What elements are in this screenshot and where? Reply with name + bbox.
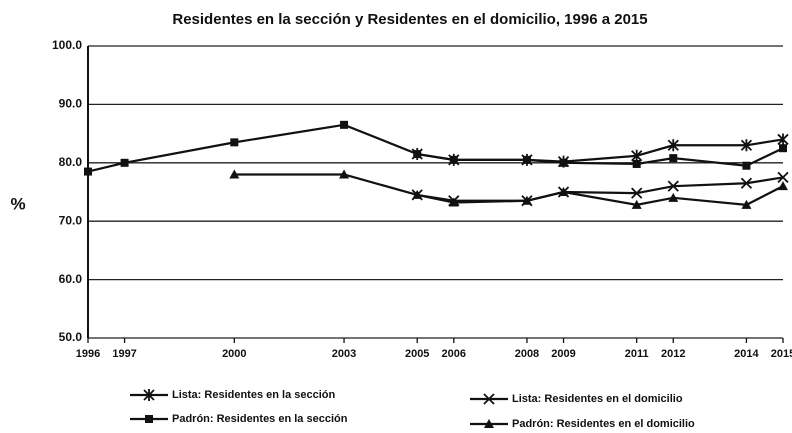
- marker: [84, 167, 92, 176]
- marker: [339, 169, 350, 179]
- legend-item: Lista: Residentes en el domicilio: [470, 393, 683, 405]
- y-tick-label: 60.0: [59, 272, 83, 286]
- x-tick-label: 2015: [771, 348, 792, 360]
- x-tick-label: 1996: [76, 348, 100, 360]
- y-tick-label: 80.0: [59, 155, 83, 169]
- marker: [522, 155, 531, 164]
- x-tick-label: 2003: [332, 348, 356, 360]
- y-tick-label: 100.0: [52, 38, 82, 52]
- x-tick-label: 2014: [734, 348, 759, 360]
- legend-item: Padrón: Residentes en el domicilio: [470, 418, 695, 430]
- y-axis-label: %: [10, 194, 25, 213]
- marker: [669, 154, 678, 163]
- marker: [413, 150, 422, 159]
- x-tick-label: 2000: [222, 348, 246, 360]
- marker: [340, 120, 349, 129]
- marker: [120, 158, 129, 167]
- chart-title: Residentes en la sección y Residentes en…: [172, 11, 647, 28]
- marker: [230, 138, 239, 147]
- series-line: [417, 138, 784, 163]
- x-tick-label: 2006: [442, 348, 466, 360]
- marker: [631, 199, 642, 209]
- x-tick-label: 2011: [625, 348, 649, 360]
- marker: [668, 192, 679, 202]
- marker: [483, 393, 495, 405]
- marker: [412, 189, 423, 199]
- marker: [778, 181, 788, 191]
- marker: [777, 171, 789, 184]
- marker: [741, 199, 752, 209]
- x-tick-label: 2012: [661, 348, 685, 360]
- marker: [631, 149, 643, 162]
- marker: [484, 419, 494, 428]
- legend-label: Padrón: Residentes en el domicilio: [512, 418, 695, 430]
- x-tick-label: 2005: [405, 348, 429, 360]
- legend-label: Lista: Residentes en el domicilio: [512, 393, 683, 405]
- marker: [740, 177, 753, 189]
- marker: [777, 133, 789, 146]
- x-tick-label: 1997: [112, 348, 136, 360]
- marker: [779, 144, 787, 153]
- x-tick-label: 2009: [551, 348, 575, 360]
- x-tick-label: 2008: [515, 348, 539, 360]
- legend-label: Padrón: Residentes en la sección: [172, 413, 348, 425]
- marker: [740, 139, 753, 152]
- marker: [559, 158, 568, 167]
- marker: [667, 139, 679, 152]
- y-tick-label: 90.0: [59, 97, 83, 111]
- legend-item: Lista: Residentes en la sección: [130, 389, 336, 401]
- marker: [631, 187, 643, 199]
- marker: [449, 155, 458, 164]
- marker: [229, 169, 240, 179]
- marker: [448, 197, 459, 207]
- legend-item: Padrón: Residentes en la sección: [130, 413, 348, 425]
- marker: [632, 159, 641, 168]
- marker: [143, 389, 155, 401]
- series-line: [417, 176, 784, 202]
- series-line: [87, 123, 784, 173]
- y-tick-label: 70.0: [59, 213, 83, 227]
- marker: [145, 415, 153, 423]
- series-line: [234, 173, 784, 206]
- marker: [521, 195, 532, 205]
- marker: [742, 161, 751, 170]
- y-tick-label: 50.0: [59, 330, 83, 344]
- marker: [558, 187, 569, 196]
- legend-label: Lista: Residentes en la sección: [172, 389, 336, 401]
- marker: [667, 180, 679, 192]
